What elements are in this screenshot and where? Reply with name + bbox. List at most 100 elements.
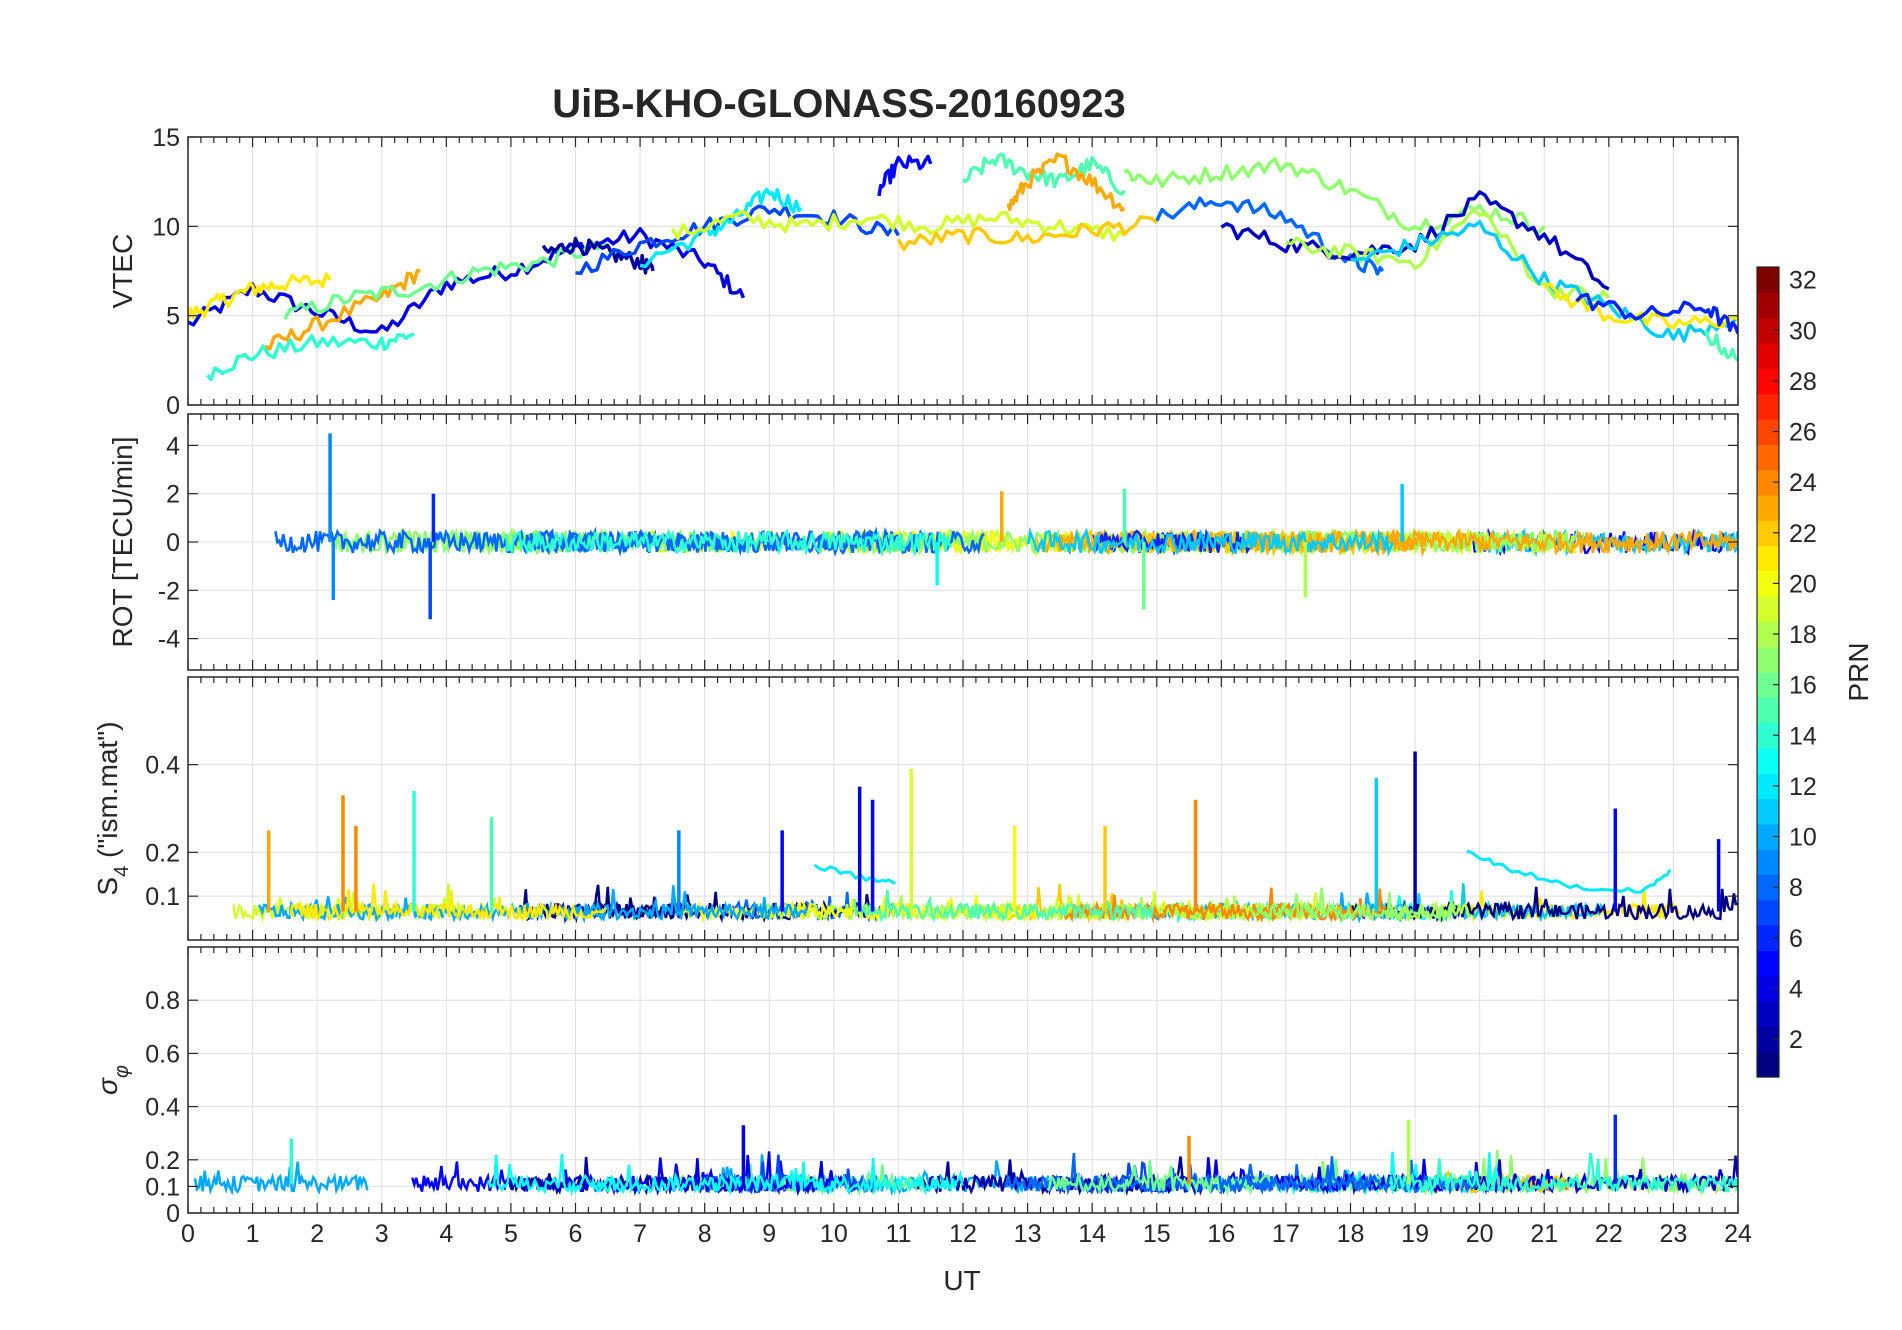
vtec-series-prn-23 [1006, 152, 1126, 212]
noise-trace [591, 1157, 964, 1196]
y-axis-label: ROT [TECU/min] [107, 436, 138, 647]
y-tick-label: 0.4 [145, 1094, 180, 1122]
y-tick-label: 10 [152, 213, 180, 241]
colorbar-swatch [1757, 444, 1779, 471]
y-tick-label: -2 [158, 577, 180, 605]
colorbar-tick-label: 14 [1789, 722, 1817, 750]
y-axis-label-subscript: φ [111, 1065, 133, 1078]
data-layer [188, 152, 1738, 382]
data-layer [232, 751, 1738, 924]
y-tick-label: 0.8 [145, 987, 180, 1015]
x-tick-label: 12 [949, 1220, 977, 1248]
y-tick-label: 0.6 [145, 1040, 180, 1068]
colorbar-swatch [1757, 292, 1779, 319]
colorbar-swatch [1757, 494, 1779, 521]
vtec-series-prn-11 [1350, 219, 1738, 343]
x-tick-label: 9 [762, 1220, 776, 1248]
vtec-series-prn-12 [639, 187, 803, 269]
colorbar-swatch [1757, 317, 1779, 344]
colorbar-tick-label: 24 [1789, 469, 1817, 497]
vtec-series-prn-16 [283, 240, 609, 320]
ticks: -4 -2 0 2 4 [158, 414, 1739, 670]
y-axis-label-subscript: 4 [111, 866, 133, 877]
colorbar-tick-label: 18 [1789, 621, 1817, 649]
vtec-series-prn-6 [1575, 292, 1738, 335]
vtec-series-prn-8 [1155, 196, 1385, 276]
colorbar-tick-label: 22 [1789, 520, 1817, 548]
colorbar-swatch [1757, 823, 1779, 850]
x-tick-label: 24 [1724, 1220, 1752, 1248]
colorbar-tick-label: 16 [1789, 672, 1817, 700]
colorbar-swatch [1757, 393, 1779, 420]
x-tick-label: 2 [310, 1220, 324, 1248]
panel-3: 0.1 0.2 0.4 S4 ("ism.mat") [92, 676, 1739, 941]
x-tick-label: 16 [1207, 1220, 1235, 1248]
colorbar-frame [1756, 266, 1780, 1078]
vtec-series-prn-19 [670, 209, 1126, 242]
colorbar-swatch [1757, 798, 1779, 825]
colorbar-swatch [1757, 950, 1779, 977]
ticks: 0.1 0.2 0.4 [145, 677, 1739, 940]
colorbar-tick-label: 10 [1789, 824, 1817, 852]
noise-trace [504, 527, 952, 558]
colorbar-swatch [1757, 469, 1779, 496]
y-tick-label: -4 [158, 626, 180, 654]
y-tick-label: 2 [166, 481, 180, 509]
colorbar-swatch [1757, 418, 1779, 445]
x-tick-label: 7 [633, 1220, 647, 1248]
noise-trace [1248, 887, 1457, 924]
colorbar-swatch [1757, 342, 1779, 369]
x-tick-label: 11 [885, 1220, 911, 1248]
x-tick-label: 3 [375, 1220, 389, 1248]
x-tick-label: 15 [1143, 1220, 1171, 1248]
grid [188, 947, 1738, 1213]
x-tick-label: 1 [246, 1220, 260, 1248]
x-tick-label: 19 [1401, 1220, 1429, 1248]
x-tick-label: 0 [181, 1220, 195, 1248]
x-axis-label: UT [943, 1265, 980, 1296]
x-tick-label: 18 [1337, 1220, 1365, 1248]
colorbar-tick-label: 32 [1789, 267, 1817, 295]
vtec-series-prn-23 [264, 268, 421, 351]
x-tick-labels: 0 1 2 3 4 5 6 7 8 9 10 11 12 13 14 15 16 17 18 19 20 21 22 23 24 [181, 1220, 1752, 1248]
colorbar-swatch [1757, 925, 1779, 952]
colorbar-swatch [1757, 596, 1779, 622]
colorbar-swatch [1757, 621, 1779, 648]
noise-trace [193, 1161, 369, 1196]
ticks: 00.10.2 0.4 0.6 0.8 [145, 947, 1739, 1228]
data-layer [193, 1114, 1738, 1197]
y-tick-label: 0.1 [145, 883, 180, 911]
x-tick-label: 6 [569, 1220, 583, 1248]
colorbar-swatch [1757, 874, 1779, 901]
colorbar-swatch [1757, 697, 1779, 724]
colorbar-swatch [1757, 646, 1779, 673]
x-tick-label: 21 [1530, 1220, 1558, 1248]
colorbar-swatch [1757, 368, 1779, 395]
x-tick-label: 14 [1078, 1220, 1106, 1248]
ticks: 0 5 10 15 [152, 124, 1739, 420]
vtec-series-prn-21 [1543, 281, 1738, 330]
x-tick-label: 13 [1014, 1220, 1042, 1248]
vtec-series-prn-3 [1220, 190, 1610, 291]
vtec-series-prn-17 [1123, 157, 1546, 235]
y-tick-label: 0.2 [145, 839, 180, 867]
noise-trace [1062, 887, 1387, 924]
y-axis-label: VTEC [107, 234, 138, 309]
vtec-series-prn-21 [188, 272, 332, 320]
vtec-series-prn-14 [206, 332, 415, 382]
colorbar-swatch [1757, 545, 1779, 572]
colorbar-swatch [1757, 849, 1779, 876]
vtec-series-prn-15 [962, 152, 1126, 196]
colorbar-swatch [1757, 1001, 1779, 1027]
colorbar-swatch [1757, 1051, 1779, 1078]
colorbar-swatch [1757, 899, 1779, 926]
y-tick-label: 5 [166, 303, 180, 331]
colorbar-tick-label: 30 [1789, 317, 1817, 345]
x-tick-label: 5 [504, 1220, 518, 1248]
x-tick-label: 10 [820, 1220, 848, 1248]
colorbar-swatch [1757, 975, 1779, 1002]
vtec-series-prn-22 [896, 214, 1158, 252]
y-tick-label: 4 [166, 432, 180, 460]
